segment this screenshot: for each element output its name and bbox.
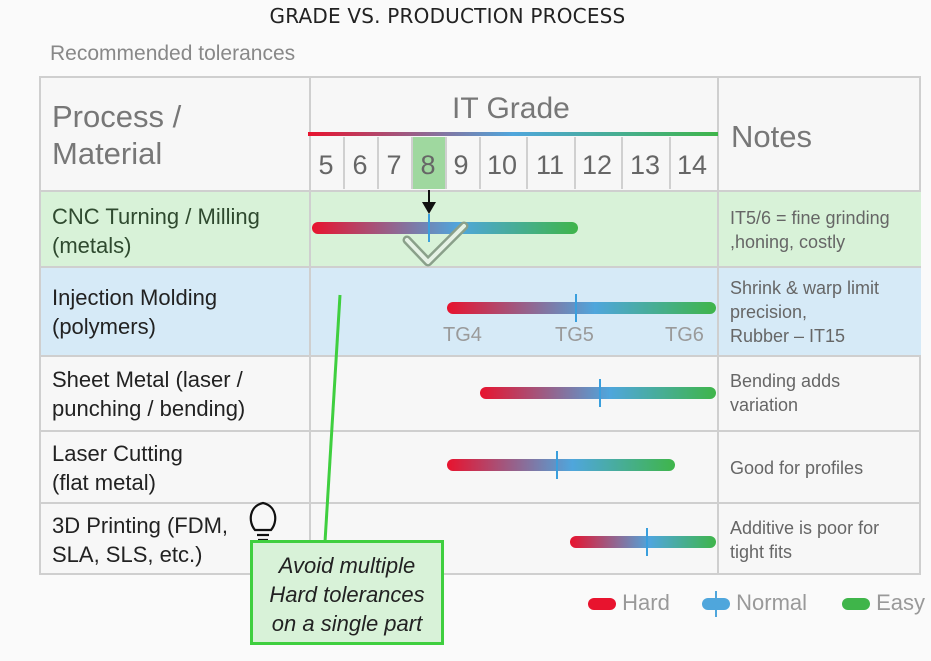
- grade-separator: [574, 137, 576, 189]
- grade-separator: [377, 137, 379, 189]
- legend-easy-label: Easy: [876, 590, 926, 615]
- legend-hard-label: Hard: [622, 590, 670, 615]
- grade-range-bar: [447, 302, 716, 314]
- row-label: CNC Turning / Milling (metals): [52, 202, 260, 260]
- row-label-line2: (polymers): [52, 314, 156, 339]
- row-label: Laser Cutting (flat metal): [52, 439, 183, 497]
- row-note-line2: tight fits: [730, 542, 793, 562]
- notes-header: Notes: [731, 119, 812, 154]
- grade-label-9: 9: [453, 150, 469, 180]
- row-note-line1: Shrink & warp limit: [730, 278, 880, 298]
- normal-grade-tick: [428, 214, 430, 242]
- row-note: Additive is poor for tight fits: [730, 516, 920, 564]
- row-note-line1: Additive is poor for: [730, 518, 880, 538]
- highlighted-grade-box: [411, 137, 445, 189]
- callout-line2: Hard tolerances: [269, 582, 425, 607]
- row-label-line2: punching / bending): [52, 396, 246, 421]
- row-label-line1: 3D Printing (FDM,: [52, 513, 229, 538]
- grade-label-14: 14: [677, 150, 708, 180]
- grade-separator: [479, 137, 481, 189]
- legend-hard: Hard: [588, 590, 670, 616]
- row-note-line1: Bending adds: [730, 371, 841, 391]
- row-note: IT5/6 = fine grinding ,honing, costly: [730, 206, 920, 254]
- process-header: Process / Material: [52, 98, 181, 172]
- process-header-line2: Material: [52, 136, 163, 171]
- grade-label-12: 12: [582, 150, 613, 180]
- normal-grade-tick: [556, 451, 558, 479]
- row-label: Injection Molding (polymers): [52, 283, 217, 341]
- checkmark-icon: [402, 221, 469, 267]
- process-header-line1: Process /: [52, 99, 182, 134]
- tolerance-group-label: TG4: [443, 324, 482, 346]
- tolerance-group-label: TG6: [665, 324, 704, 346]
- row-note: Bending adds variation: [730, 369, 920, 417]
- table-row-cnc: CNC Turning / Milling (metals) IT5/6 = f…: [41, 190, 921, 266]
- grade-label-11: 11: [535, 150, 565, 180]
- arrow-down-icon: [422, 190, 436, 214]
- row-label-line1: Laser Cutting: [52, 441, 183, 466]
- row-note: Shrink & warp limit precision, Rubber – …: [730, 276, 920, 348]
- table-row-sheet-metal: Sheet Metal (laser / punching / bending)…: [41, 355, 921, 430]
- grade-label-6: 6: [352, 150, 368, 180]
- grade-label-8: 8: [420, 150, 436, 180]
- row-note-line2: ,honing, costly: [730, 232, 846, 252]
- grade-separator: [411, 137, 413, 189]
- grade-separator: [343, 137, 345, 189]
- legend-normal-label: Normal: [736, 590, 808, 615]
- legend-easy: Easy: [842, 590, 925, 616]
- grade-separator: [445, 137, 447, 189]
- row-label-line2: (flat metal): [52, 470, 156, 495]
- column-divider: [717, 78, 719, 575]
- row-label-line1: Injection Molding: [52, 285, 218, 310]
- row-label: 3D Printing (FDM, SLA, SLS, etc.): [52, 511, 228, 569]
- grade-range-bar: [480, 387, 716, 399]
- grade-label-5: 5: [318, 150, 334, 180]
- page-subtitle: Recommended tolerances: [50, 42, 296, 65]
- row-label-line1: Sheet Metal (laser /: [52, 367, 243, 392]
- row-note: Good for profiles: [730, 456, 920, 480]
- column-divider: [309, 78, 311, 575]
- callout-pointer: [323, 294, 342, 543]
- grade-gradient-line: [308, 132, 718, 136]
- callout-line1: Avoid multiple: [278, 553, 416, 578]
- row-note-line2: precision,: [730, 302, 808, 322]
- row-label-line2: (metals): [52, 233, 132, 258]
- grade-range-bar: [312, 222, 578, 234]
- grade-separator: [526, 137, 528, 189]
- it-grade-header: IT Grade: [452, 92, 570, 125]
- legend-normal: Normal: [702, 590, 808, 618]
- grade-label-7: 7: [386, 150, 402, 180]
- grade-range-bar: [447, 459, 675, 471]
- normal-grade-tick: [575, 294, 577, 322]
- table-row-injection: Injection Molding (polymers) Shrink & wa…: [41, 266, 921, 355]
- row-note-line3: Rubber – IT15: [730, 326, 846, 346]
- grade-label-13: 13: [630, 150, 661, 180]
- page-title: GRADE VS. PRODUCTION PROCESS: [269, 4, 626, 28]
- row-label-line2: SLA, SLS, etc.): [52, 542, 203, 567]
- legend-easy-swatch: [842, 598, 870, 611]
- table-row-3d-printing: 3D Printing (FDM, SLA, SLS, etc.) Additi…: [41, 502, 921, 575]
- table-row-laser: Laser Cutting (flat metal) Good for prof…: [41, 430, 921, 502]
- callout-line3: on a single part: [271, 611, 423, 636]
- row-note-line1: IT5/6 = fine grinding: [730, 208, 890, 228]
- tolerance-group-label: TG5: [555, 324, 594, 346]
- row-label: Sheet Metal (laser / punching / bending): [52, 365, 245, 423]
- grade-separator: [621, 137, 623, 189]
- normal-grade-tick: [646, 528, 648, 556]
- grade-range-bar: [570, 536, 716, 548]
- tip-callout: Avoid multiple Hard tolerances on a sing…: [250, 540, 444, 645]
- row-note-line1: Good for profiles: [730, 458, 864, 478]
- legend-hard-swatch: [588, 598, 616, 611]
- row-label-line1: CNC Turning / Milling: [52, 204, 260, 229]
- grade-separator: [669, 137, 671, 189]
- grade-label-10: 10: [487, 150, 518, 180]
- normal-grade-tick: [599, 379, 601, 407]
- row-note-line2: variation: [730, 395, 799, 415]
- lightbulb-icon: [249, 501, 277, 547]
- legend-normal-swatch: [702, 591, 730, 618]
